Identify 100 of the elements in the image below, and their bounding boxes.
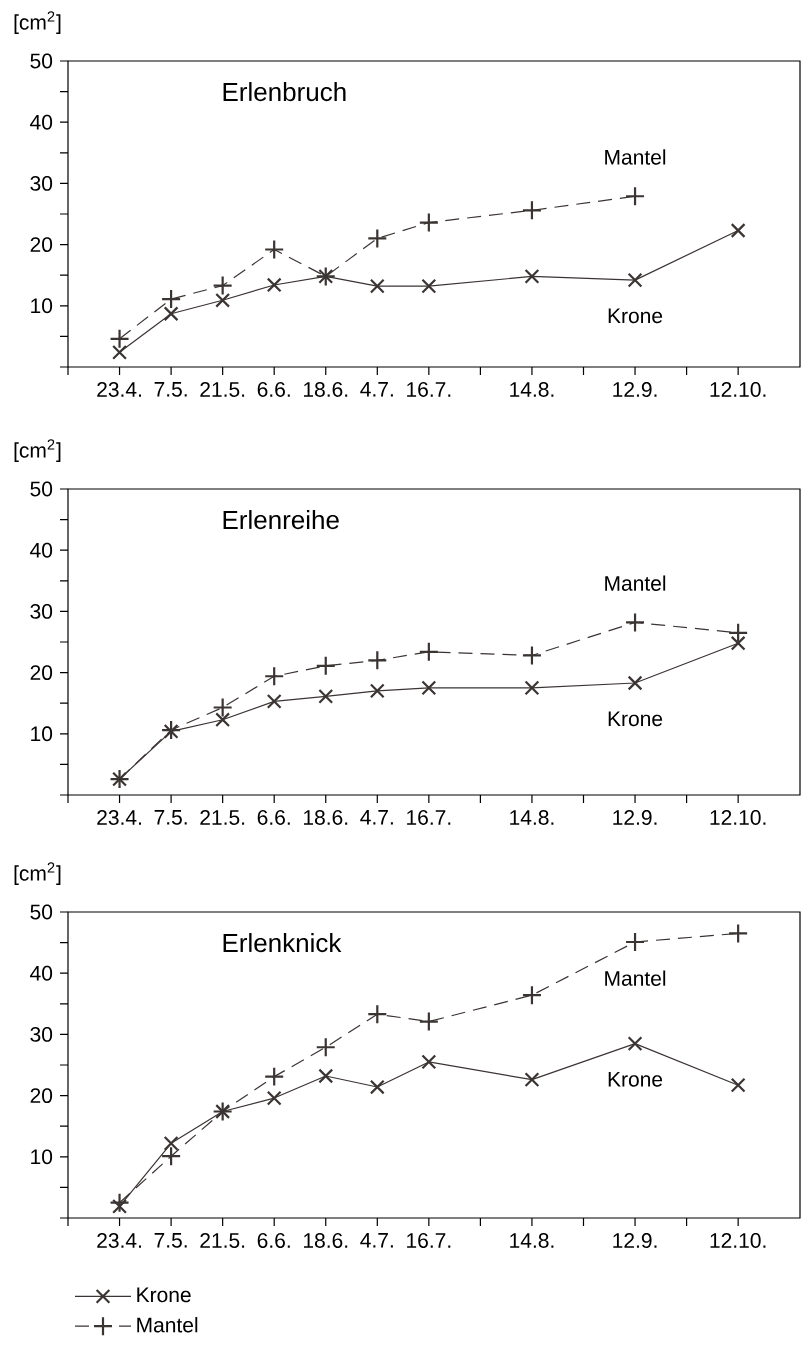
point	[266, 693, 282, 709]
y-tick-label: 10	[31, 1149, 53, 1165]
point	[421, 278, 437, 294]
point	[264, 1066, 285, 1087]
y-axis-title: [cm$^{2}$]	[14, 439, 61, 462]
x-tick-label: 7.5.	[154, 1233, 187, 1248]
y-tick-label: 20	[30, 665, 53, 681]
x-tick-label: 7.5.	[154, 382, 187, 397]
point	[521, 645, 543, 666]
x-tick-label: 12.10.	[710, 382, 766, 397]
point	[521, 200, 543, 221]
point	[367, 650, 388, 671]
series-label: Mantel	[605, 149, 666, 165]
series-label: Krone	[608, 308, 663, 324]
x-tick-label: 12.9.	[613, 810, 657, 825]
y-tick-label: 20	[30, 1088, 53, 1104]
point	[215, 292, 231, 308]
y-tick-label: 10	[31, 726, 53, 742]
point	[624, 186, 646, 207]
point	[266, 1090, 282, 1106]
point	[315, 655, 336, 676]
point	[266, 277, 282, 293]
x-tick-label: 12.9.	[613, 1233, 657, 1248]
point	[521, 985, 543, 1006]
x-tick-label: 4.7.	[360, 1233, 393, 1248]
point	[524, 680, 540, 696]
point	[418, 641, 439, 662]
point	[421, 680, 437, 696]
x-tick-label: 18.6.	[303, 382, 348, 397]
point	[318, 688, 334, 704]
point	[163, 306, 179, 322]
point	[367, 228, 388, 249]
point	[315, 1037, 336, 1058]
text: Erlenreihe	[223, 510, 339, 530]
y-tick-label: 10	[31, 298, 53, 314]
x-tick-label: 16.7.	[407, 1233, 451, 1248]
y-tick-label: 50	[30, 481, 53, 497]
point	[728, 923, 749, 944]
x-tick-label: 6.6.	[257, 810, 290, 825]
point	[109, 1192, 130, 1213]
point	[318, 1068, 334, 1084]
y-tick-label: 50	[30, 904, 53, 920]
series-label: Mantel	[605, 575, 666, 591]
point	[369, 1079, 385, 1095]
y-axis-title: [cm$^{2}$]	[14, 862, 61, 885]
point	[624, 931, 646, 953]
x-tick-label: 6.6.	[257, 382, 290, 397]
y-tick-label: 20	[30, 237, 53, 253]
x-tick-label: 16.7.	[407, 810, 451, 825]
y-axis-title: [cm$^{2}$]	[14, 11, 61, 34]
point	[161, 288, 182, 310]
point	[109, 328, 130, 349]
legend-label: Mantel	[137, 1317, 198, 1333]
x-tick-label: 21.5.	[200, 1233, 245, 1248]
point	[369, 683, 385, 699]
point	[215, 712, 231, 728]
legend-label: Krone	[137, 1287, 191, 1303]
x-tick-label: 14.8.	[510, 382, 554, 397]
point	[161, 1146, 182, 1167]
point	[524, 268, 540, 284]
point	[264, 239, 285, 260]
point	[730, 223, 746, 238]
x-tick-label: 4.7.	[360, 810, 393, 825]
point	[624, 612, 646, 633]
point	[730, 1077, 746, 1093]
x-tick-label: 21.5.	[200, 382, 245, 397]
x-tick-label: 23.4.	[97, 1233, 141, 1248]
text: Erlenknick	[223, 933, 342, 953]
point	[730, 635, 746, 651]
y-tick-label: 40	[30, 965, 53, 981]
text: Erlenbruch	[223, 82, 346, 102]
x-tick-label: 18.6.	[303, 810, 348, 825]
point	[524, 1072, 540, 1088]
point	[212, 275, 233, 296]
text: Mantel	[605, 970, 666, 986]
y-tick-label: 30	[30, 603, 53, 619]
point	[627, 1036, 643, 1052]
point	[421, 1054, 437, 1070]
y-tick-label: 30	[30, 175, 53, 191]
x-tick-label: 18.6.	[303, 1233, 348, 1248]
x-tick-label: 7.5.	[154, 810, 187, 825]
y-tick-label: 50	[30, 53, 53, 69]
x-tick-label: 12.10.	[710, 810, 766, 825]
x-tick-label: 4.7.	[360, 382, 393, 397]
x-tick-label: 14.8.	[510, 1233, 554, 1248]
x-tick-label: 21.5.	[200, 810, 245, 825]
x-tick-label: 12.10.	[710, 1233, 766, 1248]
y-tick-label: 40	[30, 542, 53, 558]
point	[418, 1011, 439, 1032]
series-label: Krone	[608, 711, 663, 727]
x-tick-label: 23.4.	[97, 382, 141, 397]
point	[369, 278, 385, 294]
point	[418, 212, 439, 233]
y-tick-label: 40	[30, 114, 53, 130]
x-tick-label: 6.6.	[257, 1233, 290, 1248]
point	[367, 1004, 388, 1025]
point	[112, 1198, 128, 1214]
point	[627, 272, 643, 288]
point	[264, 666, 285, 687]
x-tick-label: 14.8.	[510, 810, 554, 825]
